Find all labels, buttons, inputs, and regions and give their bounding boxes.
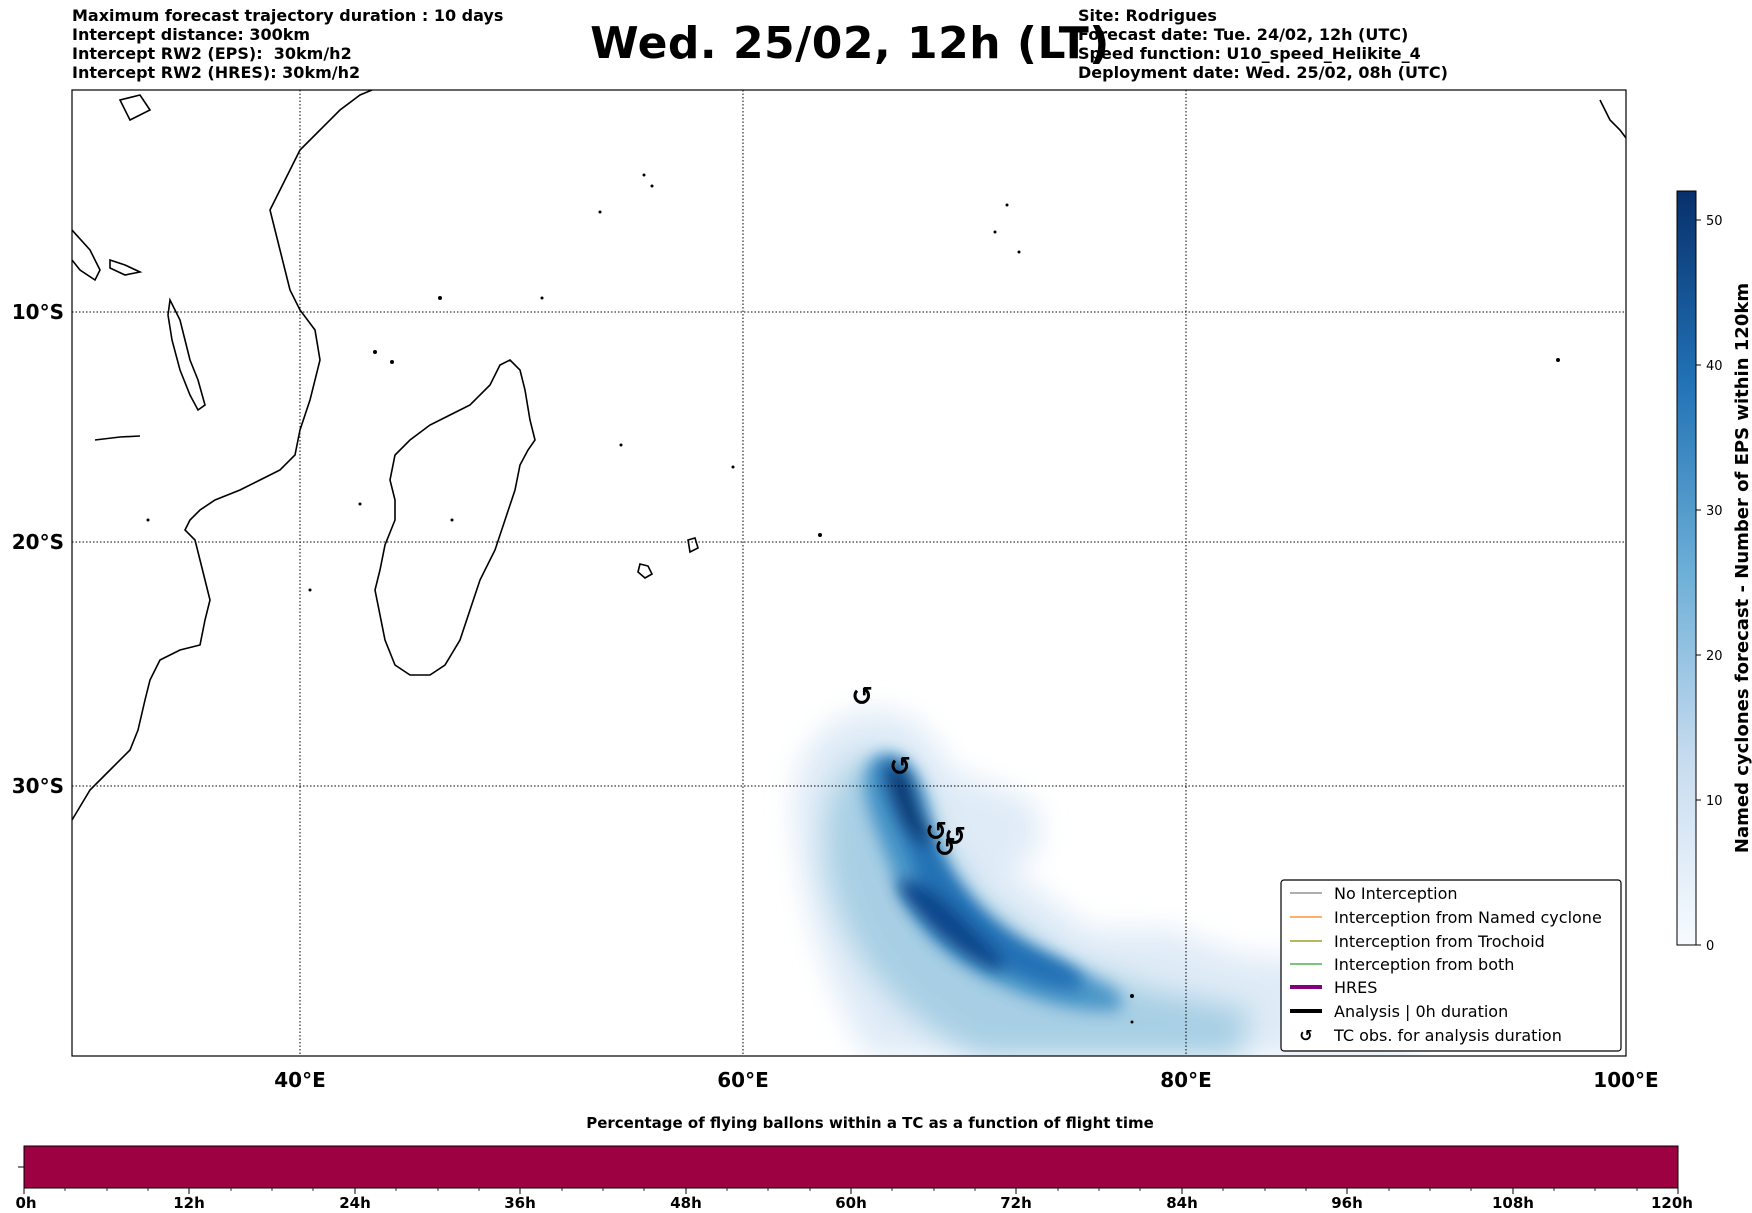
colorbar-gradient bbox=[1676, 190, 1697, 946]
somalia-horn-coast bbox=[72, 229, 101, 282]
madagascar-coast bbox=[374, 359, 536, 676]
cyclone-density-field bbox=[794, 710, 1420, 1056]
flight-time-bar-fill bbox=[23, 1145, 1679, 1189]
tc-observations: ↺ ↺ ↺ ↺ ↺ bbox=[851, 682, 966, 863]
legend-label: Interception from both bbox=[1334, 955, 1514, 974]
cyclone-symbol-icon: ↺ bbox=[925, 817, 947, 847]
header-speed-function: Speed function: U10_speed_Helikite_4 bbox=[1078, 44, 1421, 63]
coast-small-1 bbox=[94, 435, 141, 441]
flight-time-tick-label: 36h bbox=[504, 1194, 536, 1212]
header-site: Site: Rodrigues bbox=[1078, 6, 1217, 25]
header-intercept-distance: Intercept distance: 300km bbox=[72, 25, 311, 44]
cyclone-symbol-icon: ↺ bbox=[934, 833, 956, 863]
lon-label: 80°E bbox=[1160, 1068, 1212, 1092]
flight-time-tick-label: 12h bbox=[173, 1194, 205, 1212]
socotra-coast bbox=[109, 258, 143, 276]
flight-time-minor-ticks bbox=[64, 1188, 1638, 1191]
coast-small-2 bbox=[118, 94, 152, 122]
header-left: Maximum forecast trajectory duration : 1… bbox=[72, 6, 503, 82]
legend-label: No Interception bbox=[1334, 884, 1458, 903]
island-mascarene bbox=[637, 563, 654, 579]
legend-label: HRES bbox=[1334, 978, 1377, 997]
island-reunion bbox=[687, 537, 699, 554]
flight-time-bar: Percentage of flying ballons within a TC… bbox=[15, 1114, 1693, 1212]
flight-time-tick-label: 72h bbox=[1000, 1194, 1032, 1212]
header-rw2-hres: Intercept RW2 (HRES): 30km/h2 bbox=[72, 63, 361, 82]
flight-time-tick-label: 24h bbox=[339, 1194, 371, 1212]
colorbar-tick-label: 10 bbox=[1706, 794, 1723, 809]
header-rw2-eps: Intercept RW2 (EPS): 30km/h2 bbox=[72, 44, 352, 63]
lat-label: 10°S bbox=[12, 300, 64, 324]
lat-label: 30°S bbox=[12, 774, 64, 798]
header-duration: Maximum forecast trajectory duration : 1… bbox=[72, 6, 504, 25]
legend-label: Interception from Named cyclone bbox=[1334, 908, 1602, 927]
flight-time-tick-label: 60h bbox=[835, 1194, 867, 1212]
flight-time-bar-title: Percentage of flying ballons within a TC… bbox=[586, 1114, 1154, 1132]
flight-time-tick-label: 96h bbox=[1331, 1194, 1363, 1212]
legend-label: Interception from Trochoid bbox=[1334, 932, 1545, 951]
colorbar-label: Named cyclones forecast - Number of EPS … bbox=[1732, 283, 1752, 853]
flight-time-tick-labels: 0h 12h 24h 36h 48h 60h 72h 84h 96h 108h … bbox=[15, 1194, 1693, 1212]
colorbar-tick-label: 50 bbox=[1706, 214, 1723, 229]
lon-label: 40°E bbox=[274, 1068, 326, 1092]
cyclone-symbol-icon: ↺ bbox=[1299, 1026, 1312, 1045]
lon-label: 100°E bbox=[1593, 1068, 1658, 1092]
map-gridlines bbox=[72, 90, 1626, 1056]
map-legend: No Interception Interception from Named … bbox=[1280, 879, 1622, 1052]
island-comoros bbox=[167, 297, 206, 412]
colorbar-tick-label: 20 bbox=[1706, 649, 1723, 664]
colorbar-tick-label: 30 bbox=[1706, 504, 1723, 519]
flight-time-ticks bbox=[23, 1188, 1679, 1194]
header-deployment-date: Deployment date: Wed. 25/02, 08h (UTC) bbox=[1078, 63, 1448, 82]
legend-label: TC obs. for analysis duration bbox=[1333, 1026, 1562, 1045]
africa-coast bbox=[72, 90, 373, 821]
lon-label: 60°E bbox=[717, 1068, 769, 1092]
header-forecast-date: Forecast date: Tue. 24/02, 12h (UTC) bbox=[1078, 25, 1409, 44]
flight-time-tick-label: 108h bbox=[1492, 1194, 1534, 1212]
coastlines bbox=[72, 90, 1626, 821]
cyclone-symbol-icon: ↺ bbox=[851, 682, 873, 712]
flight-time-tick-label: 84h bbox=[1166, 1194, 1198, 1212]
flight-time-tick-label: 48h bbox=[670, 1194, 702, 1212]
flight-time-tick-label: 0h bbox=[15, 1194, 36, 1212]
lat-label: 20°S bbox=[12, 530, 64, 554]
colorbar: 0 10 20 30 40 50 Named cyclones forecast… bbox=[1676, 190, 1752, 954]
legend-label: Analysis | 0h duration bbox=[1334, 1002, 1508, 1021]
coast-small-3 bbox=[1599, 99, 1626, 139]
header-right: Site: Rodrigues Forecast date: Tue. 24/0… bbox=[1078, 6, 1448, 82]
colorbar-tick-label: 0 bbox=[1706, 939, 1714, 954]
map-axis-labels: 40°E 60°E 80°E 100°E 10°S 20°S 30°S bbox=[12, 300, 1659, 1092]
cyclone-symbol-icon: ↺ bbox=[889, 752, 911, 782]
flight-time-tick-label: 120h bbox=[1651, 1194, 1693, 1212]
small-islands bbox=[146, 173, 1560, 1024]
page-title: Wed. 25/02, 12h (LT) bbox=[590, 18, 1110, 69]
colorbar-tick-label: 40 bbox=[1706, 359, 1723, 374]
cyclone-symbol-icon: ↺ bbox=[944, 822, 966, 852]
